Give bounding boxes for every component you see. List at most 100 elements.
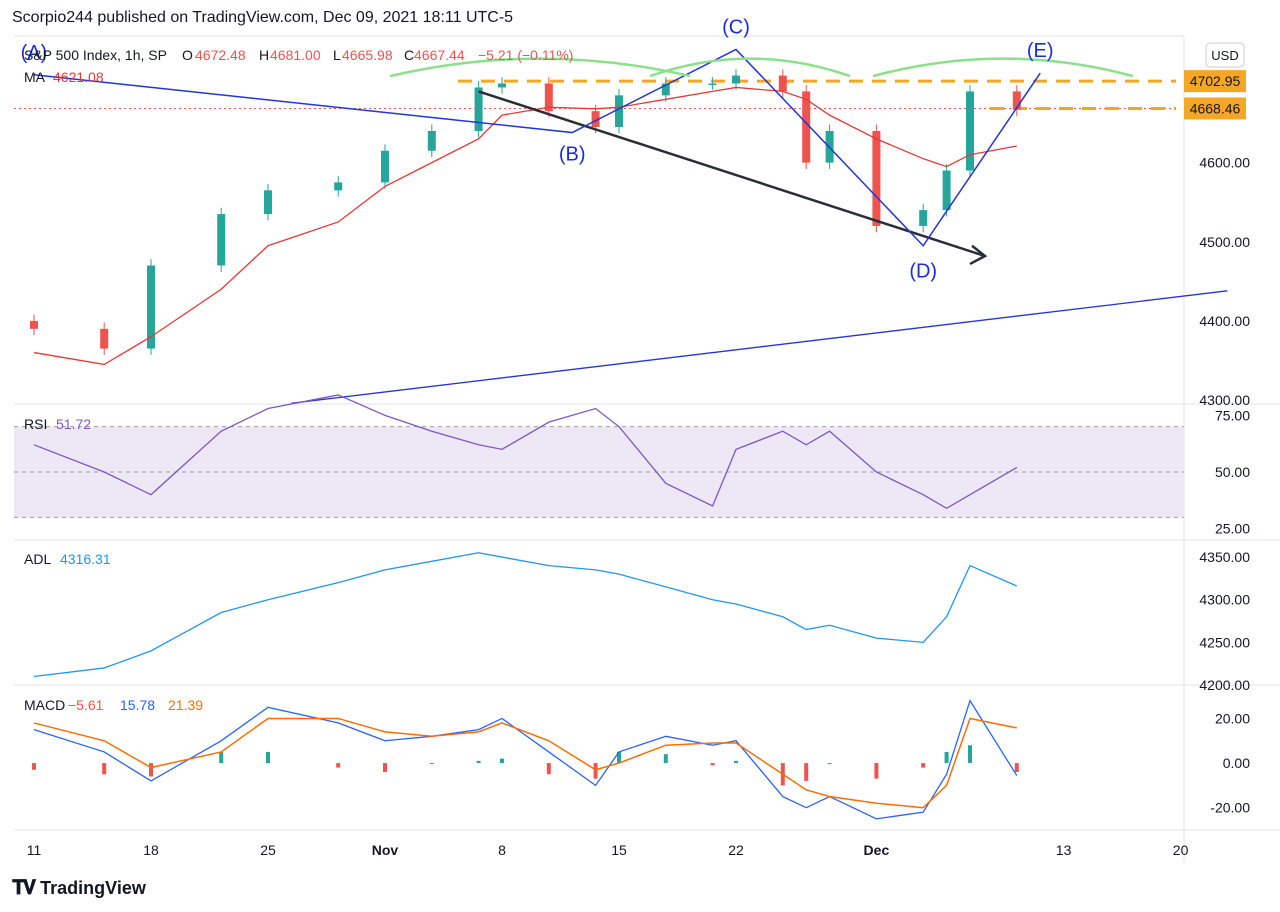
price-badge bbox=[1184, 97, 1246, 120]
x-tick-label: Nov bbox=[372, 842, 399, 858]
candle-body bbox=[427, 130, 436, 151]
candle-body bbox=[544, 83, 553, 112]
x-tick-label: 13 bbox=[1056, 842, 1072, 858]
macd-histogram-bar bbox=[804, 763, 809, 781]
candle-body bbox=[1012, 91, 1021, 110]
candle-body bbox=[802, 91, 811, 163]
macd-histogram-bar bbox=[968, 745, 972, 764]
arrow-head-icon bbox=[969, 244, 988, 266]
macd-key: MACD bbox=[24, 697, 65, 713]
close-key: C bbox=[404, 47, 414, 63]
candle-body bbox=[966, 91, 974, 171]
candle-body bbox=[100, 328, 109, 349]
macd-histogram-bar bbox=[944, 751, 949, 764]
y-tick-label: 0.00 bbox=[1223, 755, 1250, 771]
price-scales[interactable]: 4300.00 4400.00 4500.00 4600.00 25.00 50.00 75… bbox=[1199, 155, 1250, 816]
rsi-legend: RSI 51.72 bbox=[24, 416, 91, 432]
tradingview-logo-icon: 𝐓𝐕 bbox=[12, 877, 36, 899]
price-badge-label: 4702.95 bbox=[1190, 73, 1241, 89]
candle-body bbox=[334, 182, 343, 191]
macd-legend: MACD −5.61 15.78 21.39 bbox=[24, 697, 203, 713]
y-tick-label: -20.00 bbox=[1210, 800, 1250, 816]
macd-value: −5.61 bbox=[68, 697, 104, 713]
y-tick-label: 25.00 bbox=[1215, 521, 1250, 537]
x-tick-label: Dec bbox=[864, 842, 890, 858]
candle-body bbox=[498, 83, 506, 88]
candle-body bbox=[217, 214, 226, 266]
change-value: −5.21 (−0.11%) bbox=[478, 47, 573, 63]
macd-histogram-bar bbox=[266, 751, 270, 764]
adl-key: ADL bbox=[24, 551, 51, 567]
ma-value: 4621.08 bbox=[53, 69, 104, 85]
macd-signal-line bbox=[33, 717, 1017, 809]
open-value: 4672.48 bbox=[195, 47, 246, 63]
close-value: 4667.44 bbox=[414, 47, 465, 63]
candle-body bbox=[264, 190, 272, 215]
price-pane: (A) (B) (C) (D) (E) 4702.95 4668.46 bbox=[14, 16, 1246, 404]
descending-trend-arrow bbox=[478, 90, 986, 258]
moving-average-line bbox=[33, 86, 1017, 366]
time-axis[interactable]: 11 18 25 Nov 8 15 22 Dec 13 20 bbox=[27, 842, 1189, 858]
rsi-value: 51.72 bbox=[56, 416, 91, 432]
macd-histogram-bar bbox=[827, 763, 832, 765]
x-tick-label: 15 bbox=[611, 842, 627, 858]
candle-body bbox=[474, 87, 483, 131]
macd-histogram-bar bbox=[383, 763, 387, 772]
x-tick-label: 11 bbox=[27, 842, 42, 858]
candle-body bbox=[147, 265, 155, 349]
macd-histogram-bar bbox=[921, 763, 926, 768]
high-value: 4681.00 bbox=[270, 47, 321, 63]
rsi-pane bbox=[14, 394, 1184, 518]
y-tick-label: 4350.00 bbox=[1199, 549, 1250, 565]
y-tick-label: 4500.00 bbox=[1199, 234, 1250, 250]
x-tick-label: 8 bbox=[498, 842, 506, 858]
head-shoulders-arc bbox=[649, 57, 851, 78]
wave-label: (C) bbox=[722, 16, 750, 38]
y-tick-label: 75.00 bbox=[1215, 407, 1250, 423]
macd-histogram-bar bbox=[429, 763, 434, 765]
x-tick-label: 20 bbox=[1173, 842, 1189, 858]
main-legend: S&P 500 Index, 1h, SP O 4672.48 H 4681.0… bbox=[24, 47, 573, 85]
candle-body bbox=[942, 170, 951, 211]
adl-line bbox=[33, 552, 1018, 678]
currency-label: USD bbox=[1211, 48, 1238, 63]
tradingview-brand[interactable]: 𝐓𝐕 TradingView bbox=[12, 877, 146, 900]
adl-legend: ADL 4316.31 bbox=[24, 551, 111, 567]
symbol-label: S&P 500 Index, 1h, SP bbox=[24, 47, 167, 63]
elliott-wave-path bbox=[33, 48, 1041, 247]
macd-histogram-bar bbox=[32, 763, 36, 770]
y-tick-label: 20.00 bbox=[1215, 710, 1250, 726]
support-trendline bbox=[291, 290, 1228, 404]
head-shoulders-arc bbox=[872, 57, 1134, 78]
macd-line bbox=[33, 699, 1018, 820]
brand-name: TradingView bbox=[40, 878, 146, 898]
macd-histogram-bar bbox=[219, 751, 224, 764]
macd-histogram-bar bbox=[102, 763, 107, 775]
price-badge bbox=[1184, 70, 1246, 93]
x-tick-label: 18 bbox=[143, 842, 159, 858]
macd-signal-value: 15.78 bbox=[120, 697, 155, 713]
wave-label: (D) bbox=[909, 261, 937, 283]
candle-body bbox=[381, 150, 389, 183]
x-tick-label: 25 bbox=[260, 842, 276, 858]
low-key: L bbox=[333, 47, 341, 63]
price-badge-label: 4668.46 bbox=[1190, 100, 1241, 116]
candle-body bbox=[919, 210, 928, 226]
macd-histogram-bar bbox=[546, 763, 551, 775]
macd-histogram-bar bbox=[874, 763, 879, 779]
ma-key: MA bbox=[24, 69, 46, 85]
y-tick-label: 4300.00 bbox=[1199, 592, 1250, 608]
head-shoulders-arc bbox=[389, 57, 691, 78]
open-key: O bbox=[182, 47, 193, 63]
y-tick-label: 50.00 bbox=[1215, 464, 1250, 480]
wave-label: (A) bbox=[21, 42, 48, 64]
macd-histogram-bar bbox=[710, 763, 715, 766]
y-tick-label: 4300.00 bbox=[1199, 392, 1250, 408]
macd-hist-value: 21.39 bbox=[168, 697, 203, 713]
candle-body bbox=[615, 95, 623, 128]
currency-button[interactable]: USD bbox=[1205, 42, 1245, 68]
macd-histogram-bar bbox=[1014, 763, 1019, 772]
macd-histogram-bar bbox=[500, 758, 504, 764]
y-tick-label: 4400.00 bbox=[1199, 313, 1250, 329]
